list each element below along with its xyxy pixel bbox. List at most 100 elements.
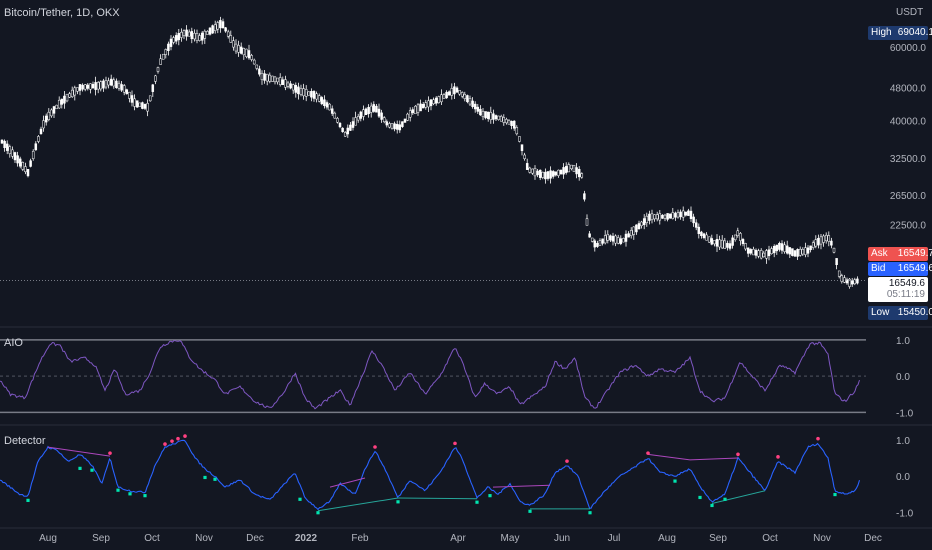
candle bbox=[564, 162, 568, 175]
time-tick-label: May bbox=[501, 533, 520, 544]
candle-body bbox=[390, 123, 394, 129]
candle bbox=[700, 230, 703, 239]
candle-body bbox=[174, 35, 178, 42]
candle-body bbox=[388, 123, 391, 128]
candle bbox=[130, 90, 134, 107]
bid-label: Bid bbox=[871, 263, 886, 274]
candle-body bbox=[567, 164, 571, 173]
candle bbox=[590, 237, 594, 243]
candle bbox=[518, 136, 521, 143]
candle bbox=[78, 84, 82, 96]
candle-body bbox=[650, 213, 654, 221]
candle bbox=[180, 28, 183, 42]
candle-body bbox=[52, 106, 56, 114]
candle-body bbox=[146, 103, 149, 112]
low-pivot-marker bbox=[710, 503, 714, 508]
low-pivot-marker bbox=[90, 468, 94, 472]
candle bbox=[237, 40, 240, 57]
candle-body bbox=[632, 226, 636, 235]
candle bbox=[538, 169, 542, 181]
candle-body bbox=[16, 155, 19, 164]
bear-divergence-line bbox=[647, 453, 691, 461]
candle bbox=[213, 20, 217, 34]
candle bbox=[112, 77, 116, 89]
candle-body bbox=[476, 106, 480, 112]
candle-body bbox=[34, 143, 38, 151]
candle bbox=[486, 111, 490, 122]
candle-body bbox=[541, 171, 545, 178]
detector-pane[interactable] bbox=[0, 434, 861, 515]
candle-body bbox=[715, 238, 719, 247]
candle bbox=[169, 35, 173, 51]
candle-body bbox=[575, 167, 578, 175]
candle-body bbox=[13, 152, 17, 161]
candle-body bbox=[156, 67, 160, 72]
candle-body bbox=[590, 237, 594, 242]
candle bbox=[460, 91, 464, 99]
candle bbox=[338, 122, 342, 129]
candle bbox=[580, 172, 584, 179]
candle-body bbox=[107, 80, 110, 86]
candle bbox=[562, 163, 565, 179]
high-pivot-marker bbox=[776, 455, 780, 459]
candle-body bbox=[429, 99, 433, 107]
price-pane[interactable] bbox=[0, 16, 866, 289]
aio-line bbox=[0, 339, 860, 410]
candle bbox=[492, 109, 495, 124]
time-axis[interactable]: Aug Sep Oct Nov Dec 2022 Feb Apr May Jun Jul Aug Sep… bbox=[39, 533, 882, 544]
candle-body bbox=[723, 240, 727, 249]
candle-body bbox=[434, 97, 438, 104]
candle-body bbox=[237, 45, 240, 53]
candle-body bbox=[531, 168, 534, 174]
candle-body bbox=[128, 91, 131, 99]
candle bbox=[16, 151, 19, 167]
low-pivot-marker bbox=[588, 511, 592, 515]
candle bbox=[479, 105, 482, 116]
candle-body bbox=[583, 193, 586, 200]
low-pivot-marker bbox=[723, 497, 727, 501]
candle-body bbox=[271, 75, 274, 82]
grid bbox=[0, 326, 932, 529]
candle-body bbox=[424, 102, 428, 108]
candle-body bbox=[55, 104, 58, 110]
candle-body bbox=[239, 46, 243, 54]
candle bbox=[850, 277, 854, 287]
candle-body bbox=[252, 59, 256, 65]
candle bbox=[26, 168, 30, 178]
currency-label: USDT bbox=[896, 7, 924, 18]
candle-body bbox=[281, 79, 285, 86]
candle-body bbox=[850, 280, 854, 285]
candle-body bbox=[299, 88, 303, 95]
candle bbox=[390, 123, 394, 130]
candle-body bbox=[671, 212, 675, 219]
candle bbox=[146, 99, 149, 117]
price-axis[interactable]: 60000.0 48000.0 40000.0 32500.0 26500.0 22500… bbox=[890, 43, 927, 520]
candle-body bbox=[785, 245, 789, 254]
aio-pane-label[interactable]: AIO bbox=[4, 337, 23, 349]
candle bbox=[3, 139, 6, 152]
detector-pane-label[interactable]: Detector bbox=[4, 435, 46, 447]
candle bbox=[268, 72, 272, 84]
candle bbox=[104, 76, 108, 90]
candle-body bbox=[692, 216, 695, 224]
candle-body bbox=[39, 128, 43, 135]
candle-body bbox=[642, 218, 646, 226]
time-tick-label: Jul bbox=[608, 533, 621, 544]
candle bbox=[624, 230, 628, 247]
candle bbox=[471, 97, 474, 109]
symbol-title[interactable]: Bitcoin/Tether, 1D, OKX bbox=[4, 7, 120, 19]
candle bbox=[138, 102, 142, 107]
aio-oscillator-pane[interactable] bbox=[0, 339, 866, 414]
candle-body bbox=[658, 213, 662, 221]
candle-body bbox=[21, 162, 25, 170]
candle-body bbox=[614, 235, 617, 244]
candle bbox=[382, 116, 386, 124]
candle bbox=[640, 220, 643, 229]
candle bbox=[601, 238, 604, 246]
candle-body bbox=[710, 238, 714, 245]
candle-body bbox=[250, 55, 253, 60]
candle-body bbox=[330, 108, 334, 114]
candle bbox=[648, 210, 651, 225]
last-price-tag: 16549.6 05:11:19 bbox=[868, 277, 928, 302]
